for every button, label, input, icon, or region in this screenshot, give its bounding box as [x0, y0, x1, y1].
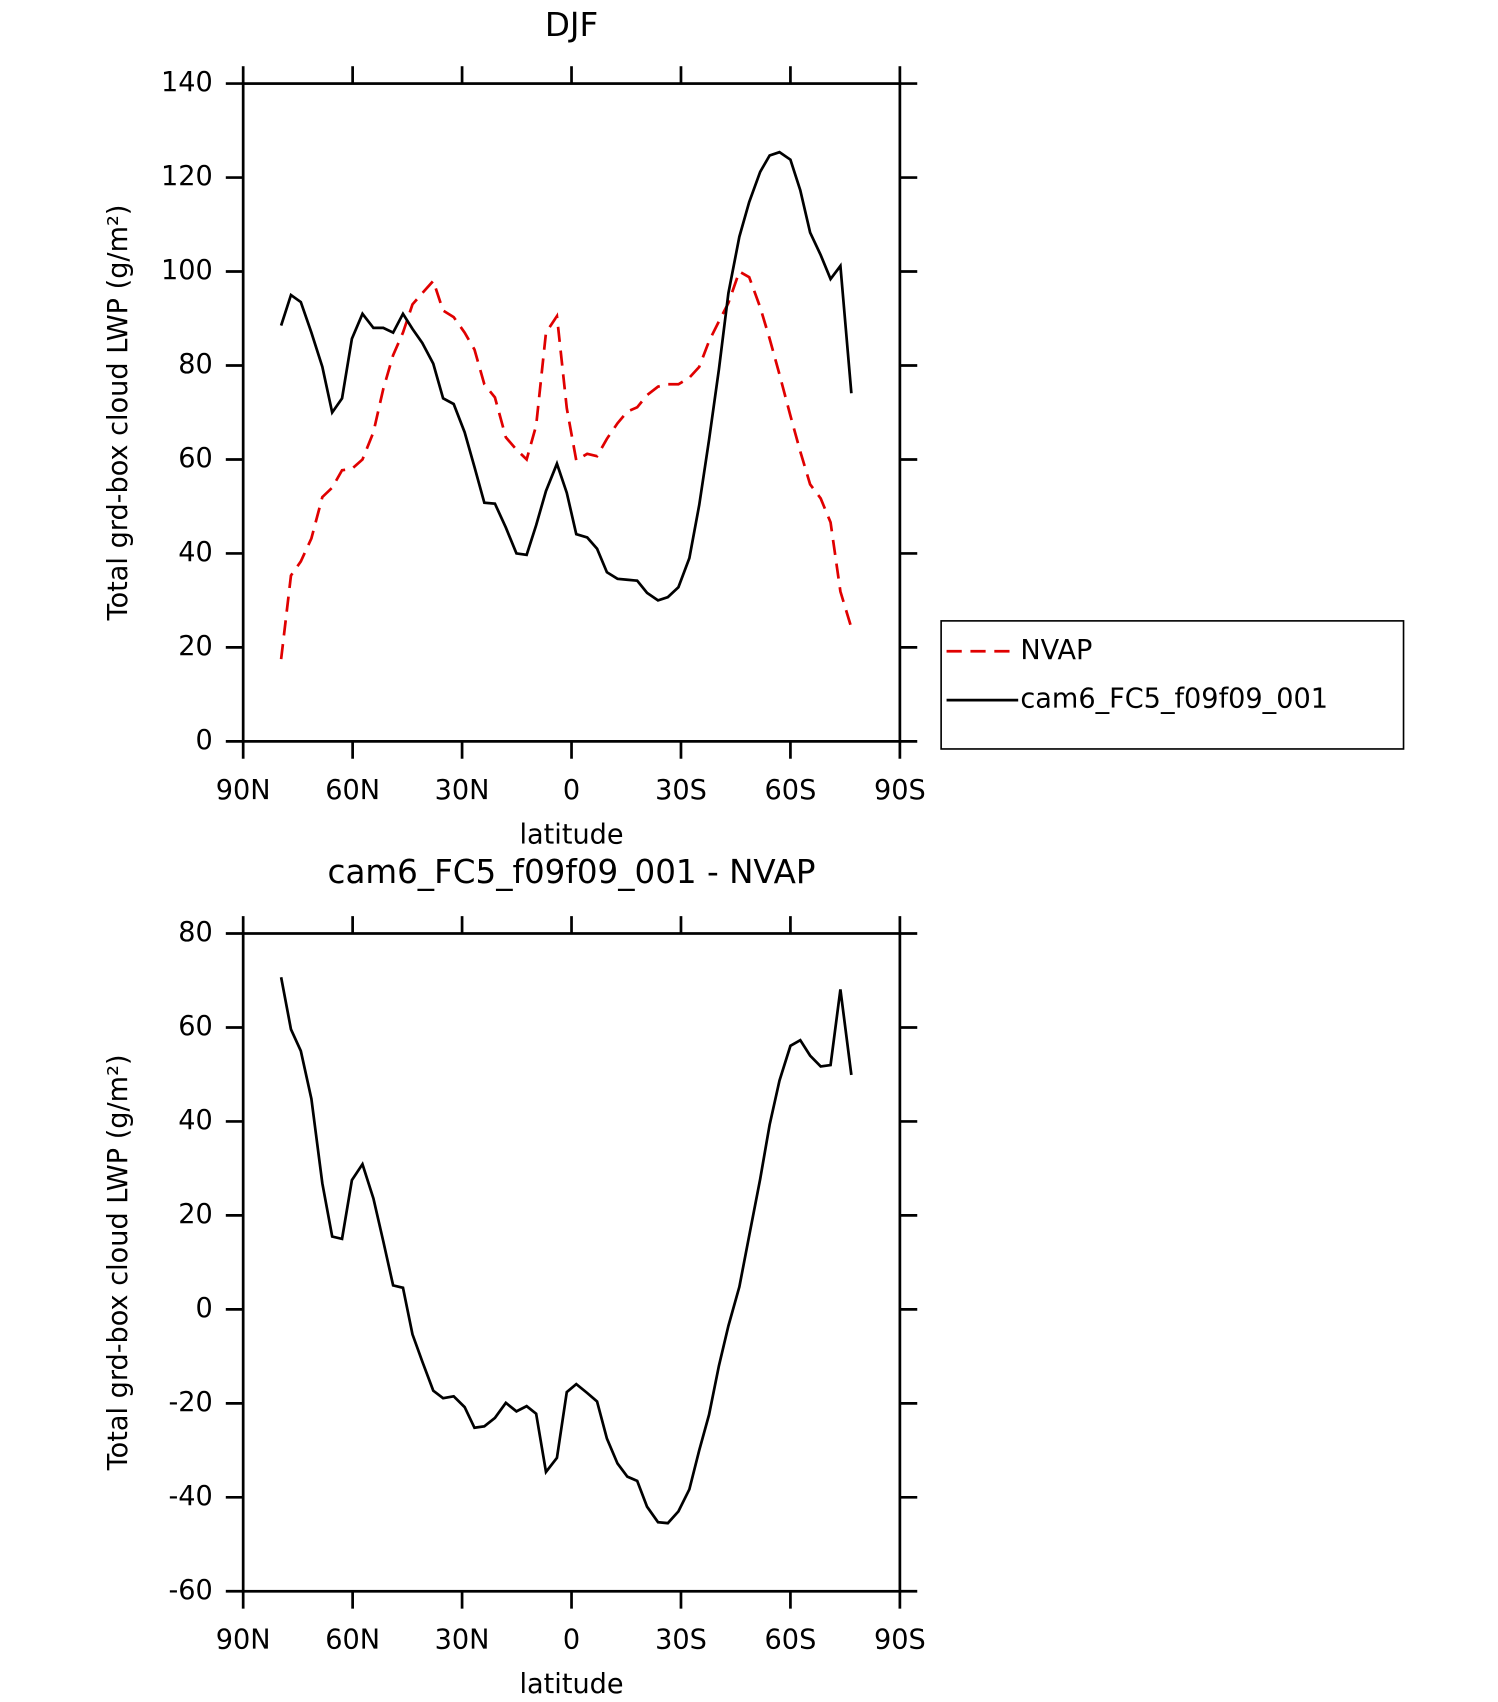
y-tick-label: 40 — [178, 537, 213, 568]
x-tick-label: 30S — [655, 775, 707, 806]
chart-title: cam6_FC5_f09f09_001 - NVAP — [328, 853, 816, 891]
x-tick-label: 90S — [874, 1625, 926, 1656]
x-tick-label: 60N — [325, 1625, 380, 1656]
legend-label: cam6_FC5_f09f09_001 — [1020, 684, 1328, 715]
x-tick-label: 90N — [216, 1625, 271, 1656]
y-tick-label: 60 — [178, 1011, 213, 1042]
data-line — [279, 269, 853, 660]
data-line — [279, 976, 853, 1525]
data-line — [279, 150, 853, 602]
chart-title: DJF — [545, 6, 598, 44]
x-tick-label: 90N — [216, 775, 271, 806]
x-tick-label: 60S — [765, 1625, 817, 1656]
x-axis-label: latitude — [519, 819, 623, 850]
x-tick-label: 60N — [325, 775, 380, 806]
y-tick-label: 120 — [161, 161, 213, 192]
plot-frame — [241, 82, 902, 743]
y-tick-label: 60 — [178, 443, 213, 474]
x-tick-label: 30S — [655, 1625, 707, 1656]
legend-box — [940, 620, 1405, 750]
x-tick-label: 30N — [435, 775, 490, 806]
y-tick-label: 40 — [178, 1105, 213, 1136]
y-tick-label: -40 — [168, 1481, 212, 1512]
y-tick-label: 140 — [161, 67, 213, 98]
y-tick-label: -20 — [168, 1387, 212, 1418]
plot-frame — [241, 932, 902, 1593]
y-tick-label: 20 — [178, 1199, 213, 1230]
y-axis-label: Total grd-box cloud LWP (g/m²) — [103, 205, 134, 622]
x-tick-label: 60S — [765, 775, 817, 806]
x-axis-label: latitude — [519, 1669, 623, 1700]
y-axis-label: Total grd-box cloud LWP (g/m²) — [103, 1054, 134, 1471]
x-tick-label: 0 — [563, 1625, 580, 1656]
y-tick-label: 20 — [178, 631, 213, 662]
y-tick-label: 0 — [196, 725, 213, 756]
y-tick-label: 0 — [196, 1293, 213, 1324]
x-tick-label: 30N — [435, 1625, 490, 1656]
y-tick-label: 80 — [178, 349, 213, 380]
y-tick-label: 80 — [178, 917, 213, 948]
legend-label: NVAP — [1020, 635, 1092, 666]
y-tick-label: 100 — [161, 255, 213, 286]
x-tick-label: 90S — [874, 775, 926, 806]
y-tick-label: -60 — [168, 1575, 212, 1606]
x-tick-label: 0 — [563, 775, 580, 806]
